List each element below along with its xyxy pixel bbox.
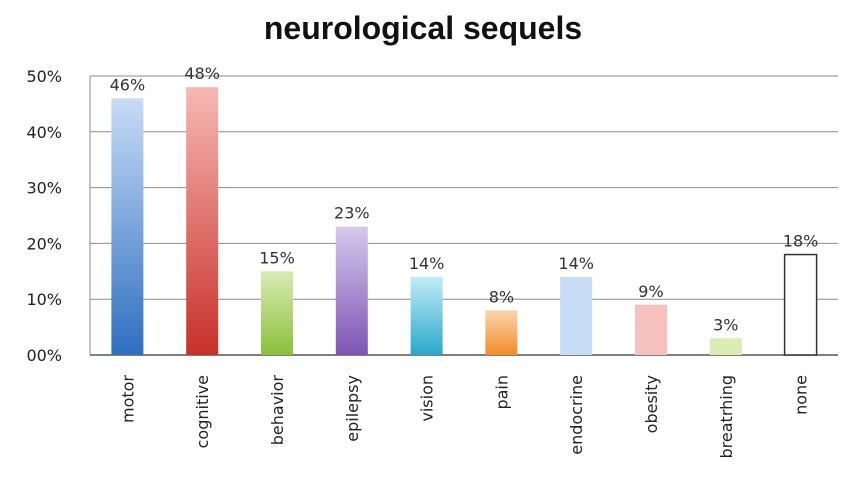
data-label-behavior: 15% xyxy=(259,248,295,267)
y-tick-label: 00% xyxy=(26,346,62,365)
bar-motor xyxy=(111,98,144,355)
bar-obesity xyxy=(635,304,667,355)
data-label-obesity: 9% xyxy=(638,282,663,301)
data-label-vision: 14% xyxy=(409,254,445,273)
bar-endocrine xyxy=(560,276,593,355)
y-tick-label: 20% xyxy=(26,234,62,253)
bar-breathing xyxy=(709,338,742,355)
bar-cognitive xyxy=(186,87,219,355)
bar-behavior xyxy=(261,271,293,355)
x-label-obesity: obesity xyxy=(642,375,661,433)
bars xyxy=(111,87,818,356)
x-axis-category-labels: motor cognitive behavior epilepsy vision pain… xyxy=(118,375,810,459)
bar-pain xyxy=(485,310,518,355)
data-label-endocrine: 14% xyxy=(558,254,594,273)
x-label-cognitive: cognitive xyxy=(193,375,212,448)
y-tick-label: 50% xyxy=(26,67,62,86)
x-label-none: none xyxy=(792,375,811,415)
y-tick-label: 30% xyxy=(26,179,62,198)
data-label-cognitive: 48% xyxy=(184,64,220,83)
bar-vision xyxy=(410,276,443,355)
data-label-none: 18% xyxy=(783,232,819,251)
x-label-breathing: breatrhing xyxy=(717,375,736,458)
y-tick-label: 40% xyxy=(26,123,62,142)
y-tick-label: 10% xyxy=(26,290,62,309)
chart-title: neurological sequels xyxy=(263,10,583,46)
x-label-endocrine: endocrine xyxy=(567,375,586,455)
x-label-epilepsy: epilepsy xyxy=(343,375,362,442)
bar-epilepsy xyxy=(335,226,368,355)
data-label-epilepsy: 23% xyxy=(334,204,370,223)
x-label-pain: pain xyxy=(492,375,511,410)
x-label-behavior: behavior xyxy=(268,375,287,446)
data-labels: 46% 48% 15% 23% 14% 8% 14% 9% 3% 18% xyxy=(110,64,819,334)
data-label-breathing: 3% xyxy=(713,315,738,334)
y-axis-tick-labels: 00% 10% 20% 30% 40% 50% xyxy=(26,67,62,365)
x-label-vision: vision xyxy=(418,375,437,422)
bar-none xyxy=(783,253,818,356)
data-label-motor: 46% xyxy=(110,75,146,94)
data-label-pain: 8% xyxy=(489,287,514,306)
x-label-motor: motor xyxy=(118,375,137,423)
